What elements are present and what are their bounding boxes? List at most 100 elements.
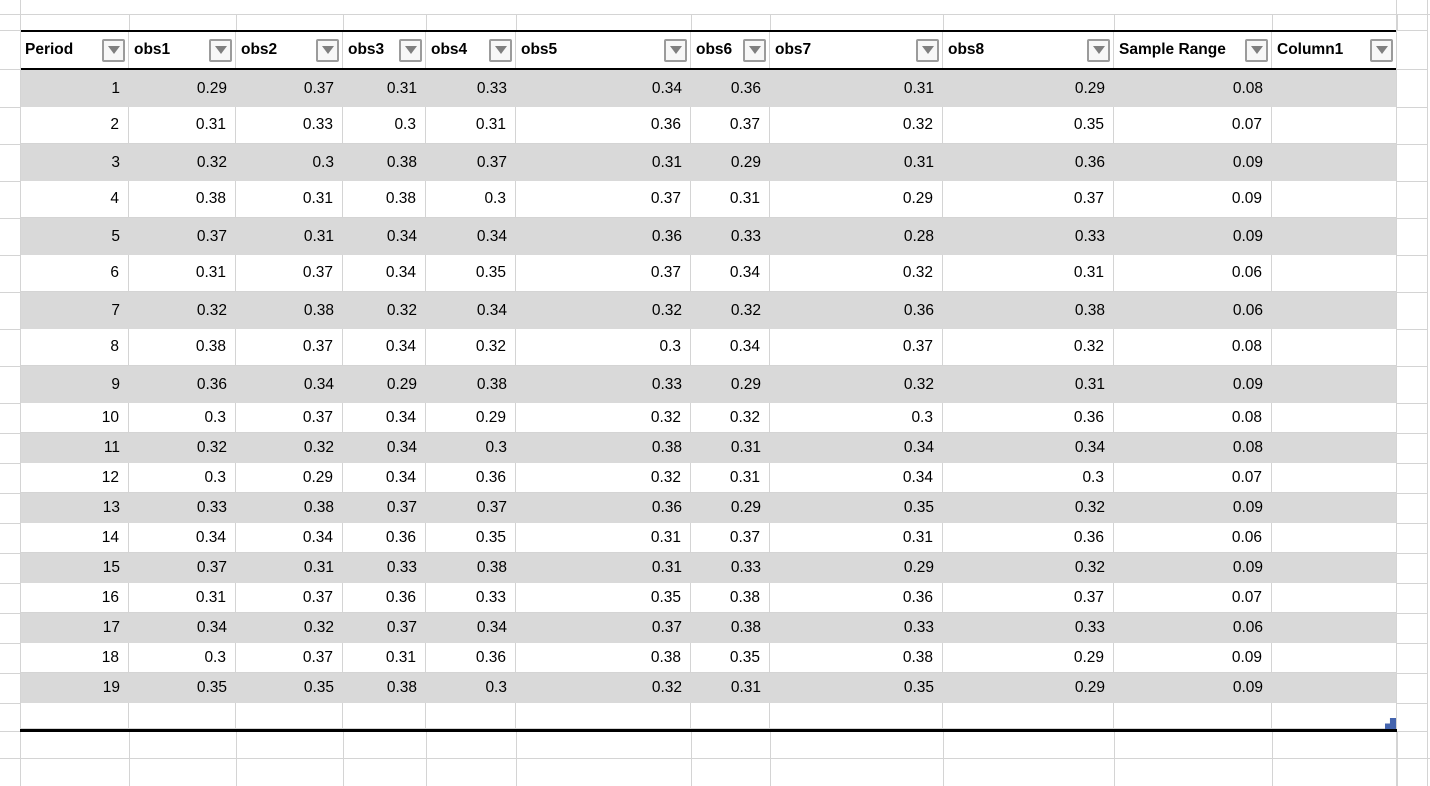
cell-r19-obs6[interactable]: 0.31 <box>730 679 761 696</box>
filter-button-obs1[interactable] <box>209 38 232 62</box>
cell-r8-obs3[interactable]: 0.34 <box>343 329 426 365</box>
cell-r3-obs8[interactable]: 0.36 <box>1074 153 1105 171</box>
cell-r16-period[interactable]: 16 <box>20 583 129 612</box>
cell-r9-sample-range[interactable]: 0.09 <box>1232 375 1263 393</box>
cell-r4-sample-range[interactable]: 0.09 <box>1114 181 1272 217</box>
cell-r8-column1[interactable] <box>1272 329 1397 365</box>
cell-r12-obs1[interactable]: 0.3 <box>129 463 236 492</box>
cell-r3-obs1[interactable]: 0.32 <box>196 153 227 171</box>
cell-r5-obs4[interactable]: 0.34 <box>476 227 507 245</box>
cell-r19-obs8[interactable]: 0.29 <box>1074 679 1105 696</box>
cell-r2-obs3[interactable]: 0.3 <box>343 107 426 143</box>
cell-r15-obs8[interactable]: 0.32 <box>1074 559 1105 576</box>
cell-r17-period[interactable]: 17 <box>102 619 120 636</box>
cell-r11-sample-range[interactable]: 0.08 <box>1232 439 1263 456</box>
cell-r2-obs1[interactable]: 0.31 <box>129 107 236 143</box>
cell-r5-column1[interactable] <box>1272 218 1397 255</box>
cell-r14-obs6[interactable]: 0.37 <box>691 523 770 552</box>
column-header-obs4[interactable]: obs4 <box>426 32 516 68</box>
cell-r13-obs1[interactable]: 0.33 <box>196 499 227 516</box>
cell-r10-column1[interactable] <box>1272 403 1397 432</box>
cell-r11-column1[interactable] <box>1272 433 1397 463</box>
cell-r16-obs5[interactable]: 0.35 <box>516 583 691 612</box>
cell-r7-obs1[interactable]: 0.32 <box>196 301 227 319</box>
cell-r4-obs8[interactable]: 0.37 <box>943 181 1114 217</box>
cell-r4-obs5[interactable]: 0.37 <box>516 181 691 217</box>
cell-r17-obs7[interactable]: 0.33 <box>903 619 934 636</box>
cell-r5-obs5[interactable]: 0.36 <box>651 227 682 245</box>
blank-cell-obs8[interactable] <box>943 703 1114 728</box>
cell-r7-obs2[interactable]: 0.38 <box>303 301 334 319</box>
cell-r3-obs6[interactable]: 0.29 <box>730 153 761 171</box>
cell-r12-obs5[interactable]: 0.32 <box>516 463 691 492</box>
cell-r13-obs8[interactable]: 0.32 <box>1074 499 1105 516</box>
cell-r1-obs1[interactable]: 0.29 <box>196 79 227 97</box>
cell-r2-obs6[interactable]: 0.37 <box>691 107 770 143</box>
cell-r12-obs7[interactable]: 0.34 <box>770 463 943 492</box>
column-header-obs5[interactable]: obs5 <box>516 32 691 68</box>
cell-r4-period[interactable]: 4 <box>20 181 129 217</box>
cell-r16-obs2[interactable]: 0.37 <box>236 583 343 612</box>
cell-r3-period[interactable]: 3 <box>111 153 120 171</box>
cell-r17-obs5[interactable]: 0.37 <box>651 619 682 636</box>
cell-r10-obs1[interactable]: 0.3 <box>129 403 236 432</box>
cell-r14-obs4[interactable]: 0.35 <box>426 523 516 552</box>
cell-r19-obs1[interactable]: 0.35 <box>196 679 227 696</box>
cell-r19-sample-range[interactable]: 0.09 <box>1232 679 1263 696</box>
cell-r15-obs7[interactable]: 0.29 <box>903 559 934 576</box>
cell-r2-obs4[interactable]: 0.31 <box>426 107 516 143</box>
filter-button-sample-range[interactable] <box>1245 38 1268 62</box>
cell-r1-obs2[interactable]: 0.37 <box>303 79 334 97</box>
cell-r7-obs7[interactable]: 0.36 <box>903 301 934 319</box>
cell-r14-obs2[interactable]: 0.34 <box>236 523 343 552</box>
cell-r17-obs4[interactable]: 0.34 <box>476 619 507 636</box>
cell-r7-column1[interactable] <box>1272 292 1397 329</box>
cell-r5-period[interactable]: 5 <box>111 227 120 245</box>
cell-r16-obs4[interactable]: 0.33 <box>426 583 516 612</box>
cell-r8-obs1[interactable]: 0.38 <box>129 329 236 365</box>
cell-r12-obs6[interactable]: 0.31 <box>691 463 770 492</box>
cell-r7-obs5[interactable]: 0.32 <box>651 301 682 319</box>
cell-r18-obs1[interactable]: 0.3 <box>129 643 236 672</box>
cell-r9-obs6[interactable]: 0.29 <box>730 375 761 393</box>
cell-r18-obs4[interactable]: 0.36 <box>426 643 516 672</box>
blank-cell-obs4[interactable] <box>426 703 516 728</box>
cell-r9-period[interactable]: 9 <box>111 375 120 393</box>
cell-r6-period[interactable]: 6 <box>20 255 129 291</box>
cell-r1-obs8[interactable]: 0.29 <box>1074 79 1105 97</box>
table-resize-handle[interactable] <box>1385 718 1396 729</box>
cell-r4-obs4[interactable]: 0.3 <box>426 181 516 217</box>
cell-r17-sample-range[interactable]: 0.06 <box>1232 619 1263 636</box>
cell-r10-obs3[interactable]: 0.34 <box>343 403 426 432</box>
cell-r18-period[interactable]: 18 <box>20 643 129 672</box>
cell-r12-sample-range[interactable]: 0.07 <box>1114 463 1272 492</box>
cell-r19-obs4[interactable]: 0.3 <box>485 679 507 696</box>
cell-r16-obs1[interactable]: 0.31 <box>129 583 236 612</box>
cell-r11-obs2[interactable]: 0.32 <box>303 439 334 456</box>
cell-r14-obs5[interactable]: 0.31 <box>516 523 691 552</box>
cell-r7-obs6[interactable]: 0.32 <box>730 301 761 319</box>
cell-r2-obs2[interactable]: 0.33 <box>236 107 343 143</box>
cell-r14-obs8[interactable]: 0.36 <box>943 523 1114 552</box>
cell-r10-obs4[interactable]: 0.29 <box>426 403 516 432</box>
blank-cell-obs7[interactable] <box>770 703 943 728</box>
cell-r15-obs1[interactable]: 0.37 <box>196 559 227 576</box>
cell-r13-period[interactable]: 13 <box>102 499 120 516</box>
column-header-obs1[interactable]: obs1 <box>129 32 236 68</box>
cell-r6-obs8[interactable]: 0.31 <box>943 255 1114 291</box>
cell-r2-column1[interactable] <box>1272 107 1397 143</box>
cell-r15-column1[interactable] <box>1272 553 1397 583</box>
cell-r19-obs3[interactable]: 0.38 <box>386 679 417 696</box>
cell-r11-obs3[interactable]: 0.34 <box>386 439 417 456</box>
cell-r15-obs2[interactable]: 0.31 <box>303 559 334 576</box>
cell-r18-sample-range[interactable]: 0.09 <box>1114 643 1272 672</box>
cell-r5-obs3[interactable]: 0.34 <box>386 227 417 245</box>
cell-r10-sample-range[interactable]: 0.08 <box>1114 403 1272 432</box>
cell-r4-obs2[interactable]: 0.31 <box>236 181 343 217</box>
cell-r5-obs7[interactable]: 0.28 <box>903 227 934 245</box>
cell-r11-obs4[interactable]: 0.3 <box>485 439 507 456</box>
blank-cell-obs6[interactable] <box>691 703 770 728</box>
cell-r5-obs6[interactable]: 0.33 <box>730 227 761 245</box>
cell-r18-obs3[interactable]: 0.31 <box>343 643 426 672</box>
cell-r11-obs1[interactable]: 0.32 <box>196 439 227 456</box>
